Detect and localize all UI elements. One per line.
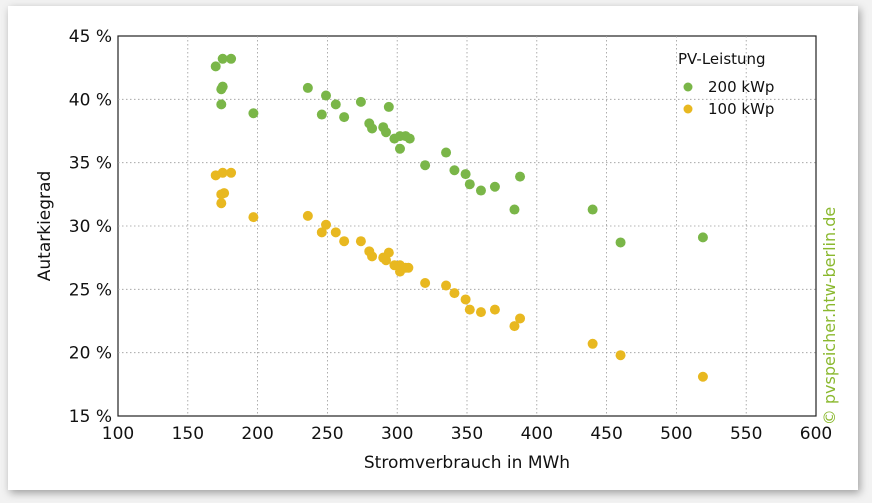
data-point	[460, 294, 471, 305]
data-point	[383, 247, 394, 258]
y-tick-label: 25 %	[69, 280, 112, 300]
legend-marker-200-kwp	[683, 82, 693, 92]
data-point	[316, 227, 327, 238]
y-tick-label: 35 %	[69, 154, 112, 174]
data-point	[587, 338, 598, 349]
data-point	[316, 109, 327, 120]
y-tick-label: 40 %	[69, 90, 112, 110]
data-point	[210, 61, 221, 72]
y-axis-label: Autarkiegrad	[35, 171, 55, 282]
data-point	[383, 101, 394, 112]
data-point	[449, 165, 460, 176]
data-point	[367, 251, 378, 262]
data-point	[302, 82, 313, 93]
data-point	[217, 81, 228, 92]
legend-marker-100-kwp	[683, 104, 693, 114]
data-point	[248, 212, 259, 223]
data-point	[216, 198, 227, 209]
x-tick-label: 500	[660, 424, 692, 444]
data-point	[226, 53, 237, 64]
x-tick-label: 550	[730, 424, 762, 444]
data-point	[489, 181, 500, 192]
data-point	[367, 123, 378, 134]
x-axis-label: Stromverbrauch in MWh	[364, 453, 570, 473]
data-point	[441, 280, 452, 291]
legend-label-200-kwp: 200 kWp	[708, 78, 774, 96]
data-point	[509, 321, 520, 332]
x-tick-label: 200	[241, 424, 273, 444]
data-point	[475, 307, 486, 318]
data-point	[441, 147, 452, 158]
x-tick-label: 250	[311, 424, 343, 444]
data-point	[355, 236, 366, 247]
data-point	[217, 167, 228, 178]
data-point	[302, 210, 313, 221]
data-points	[210, 53, 708, 382]
x-tick-label: 300	[381, 424, 413, 444]
data-point	[489, 304, 500, 315]
data-point	[420, 278, 431, 288]
x-tick-label: 450	[590, 424, 622, 444]
legend-title: PV-Leistung	[678, 50, 766, 68]
data-point	[449, 288, 460, 299]
x-tick-label: 150	[172, 424, 204, 444]
data-point	[615, 350, 626, 361]
y-tick-label: 45 %	[69, 27, 112, 47]
data-point	[460, 169, 471, 180]
y-tick-labels: 15 % 20 % 25 % 30 % 35 % 40 % 45 %	[69, 27, 112, 427]
data-point	[330, 227, 341, 238]
data-point	[509, 204, 520, 215]
x-tick-label: 100	[102, 424, 134, 444]
x-tick-label: 350	[451, 424, 483, 444]
chart-card: 100 150 200 250 300 350 400 450 500 550 600 15 % 20…	[8, 6, 858, 490]
data-point	[403, 262, 414, 273]
data-point	[464, 179, 475, 190]
data-point	[321, 219, 332, 230]
data-point	[381, 255, 392, 266]
data-point	[321, 90, 332, 101]
data-point	[697, 232, 708, 243]
y-tick-label: 30 %	[69, 217, 112, 237]
data-point	[330, 99, 341, 110]
data-point	[339, 112, 350, 123]
data-point	[355, 96, 366, 107]
data-point	[394, 143, 405, 154]
data-point	[381, 127, 392, 138]
data-point	[216, 99, 227, 110]
scatter-chart: 100 150 200 250 300 350 400 450 500 550 600 15 % 20…	[35, 27, 839, 473]
data-point	[420, 160, 431, 171]
data-point	[219, 188, 230, 199]
grid	[118, 36, 816, 416]
data-point	[217, 53, 228, 64]
x-tick-labels: 100 150 200 250 300 350 400 450 500 550 600	[102, 424, 832, 444]
data-point	[339, 236, 350, 247]
series-100-kwp	[210, 167, 708, 382]
data-point	[404, 133, 415, 144]
series-200-kwp	[210, 53, 708, 248]
data-point	[587, 204, 598, 215]
legend-label-100-kwp: 100 kWp	[708, 100, 774, 118]
data-point	[515, 313, 526, 324]
x-tick-label: 600	[800, 424, 832, 444]
data-point	[697, 371, 708, 382]
data-point	[248, 108, 259, 119]
data-point	[475, 185, 486, 196]
data-point	[226, 167, 237, 178]
watermark-text: © pvspeicher.htw-berlin.de	[820, 207, 839, 425]
data-point	[615, 237, 626, 248]
y-tick-label: 20 %	[69, 344, 112, 364]
data-point	[464, 304, 475, 315]
legend: PV-Leistung 200 kWp 100 kWp	[678, 50, 774, 118]
x-tick-label: 400	[521, 424, 553, 444]
y-tick-label: 15 %	[69, 407, 112, 427]
data-point	[515, 171, 526, 182]
